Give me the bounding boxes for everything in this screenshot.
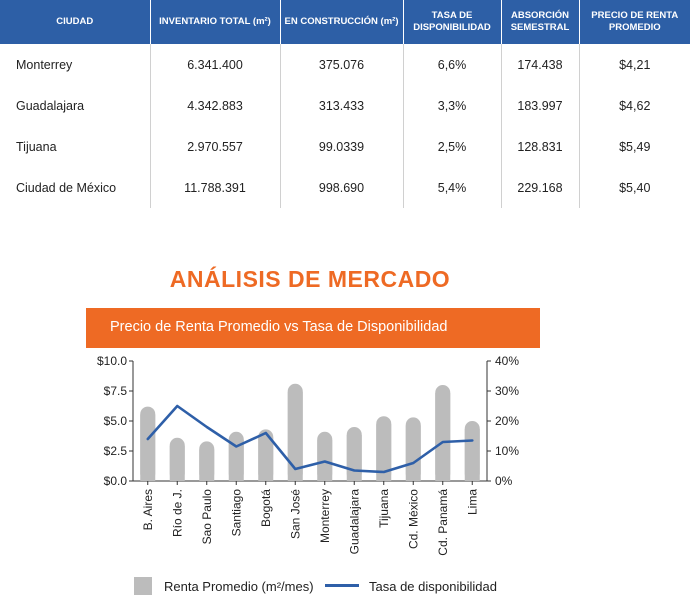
bar-base xyxy=(405,425,421,481)
cell-rate: 6,6% xyxy=(403,44,502,85)
cell-price: $4,21 xyxy=(619,57,651,72)
legend-line-label: Tasa de disponibilidad xyxy=(369,579,497,594)
market-table: CIUDAD INVENTARIO TOTAL (m²) EN CONSTRUC… xyxy=(0,0,690,208)
header-construccion: EN CONSTRUCCIÓN (m²) xyxy=(280,0,404,44)
bar-base xyxy=(435,393,451,481)
cell-rate: 5,4% xyxy=(403,167,502,208)
bar-base xyxy=(376,424,392,481)
bar-base xyxy=(258,437,274,481)
cell-city: Monterrey xyxy=(0,44,151,85)
right-tick-label: 40% xyxy=(495,354,519,368)
right-tick-label: 20% xyxy=(495,414,519,428)
bar-base xyxy=(346,435,362,481)
right-tick-label: 30% xyxy=(495,384,519,398)
right-tick-label: 0% xyxy=(495,474,513,488)
left-tick-label: $2.5 xyxy=(104,444,128,458)
cell-absorption: 174.438 xyxy=(501,44,580,85)
legend-line-swatch xyxy=(325,584,359,587)
table-row: Monterrey 6.341.400 375.076 6,6% 174.438… xyxy=(0,44,690,85)
header-absorcion: ABSORCIÓN SEMESTRAL xyxy=(501,0,580,44)
cell-city: Guadalajara xyxy=(0,85,151,126)
cell-construction: 313.433 xyxy=(280,85,404,126)
cell-construction: 998.690 xyxy=(280,167,404,208)
section-title: ANÁLISIS DE MERCADO xyxy=(169,266,451,292)
cell-price: $4,62 xyxy=(619,98,651,113)
x-tick-label: Cd. Panamá xyxy=(436,489,450,556)
table-row: Tijuana 2.970.557 99.0339 2,5% 128.831 $… xyxy=(0,126,690,167)
x-tick-label: Santiago xyxy=(229,489,243,537)
table-row: Ciudad de México 11.788.391 998.690 5,4%… xyxy=(0,167,690,208)
left-tick-label: $5.0 xyxy=(104,414,128,428)
cell-absorption: 128.831 xyxy=(501,126,580,167)
header-ciudad: CIUDAD xyxy=(0,0,151,44)
x-tick-label: Cd. México xyxy=(406,489,420,549)
table-header-row: CIUDAD INVENTARIO TOTAL (m²) EN CONSTRUC… xyxy=(0,0,690,44)
table-row: Guadalajara 4.342.883 313.433 3,3% 183.9… xyxy=(0,85,690,126)
chart-title: Precio de Renta Promedio vs Tasa de Disp… xyxy=(110,319,448,335)
chart-title-banner: Precio de Renta Promedio vs Tasa de Disp… xyxy=(86,308,540,348)
x-tick-label: Lima xyxy=(465,489,479,515)
x-tick-label: Monterrey xyxy=(318,489,332,543)
bar-base xyxy=(199,449,215,481)
cell-inventory: 6.341.400 xyxy=(150,44,281,85)
bar-base xyxy=(169,445,185,481)
rent-vs-vacancy-chart: $0.0 $2.5 $5.0 $7.5 $10.0 0% 10% 20% 30% 40% B. Ai… xyxy=(97,354,519,556)
cell-price: $5,40 xyxy=(619,180,651,195)
left-tick-label: $10.0 xyxy=(97,354,127,368)
legend-bar-swatch xyxy=(134,577,152,595)
bar-base xyxy=(464,429,480,481)
cell-inventory: 11.788.391 xyxy=(150,167,281,208)
cell-inventory: 2.970.557 xyxy=(150,126,281,167)
x-tick-label: Sao Paulo xyxy=(200,489,214,545)
cell-absorption: 229.168 xyxy=(501,167,580,208)
x-tick-label: B. Aires xyxy=(141,489,155,530)
cell-construction: 99.0339 xyxy=(280,126,404,167)
cell-price: $5,49 xyxy=(619,139,651,154)
cell-rate: 2,5% xyxy=(403,126,502,167)
cell-inventory: 4.342.883 xyxy=(150,85,281,126)
vacancy-rate-line xyxy=(146,404,474,474)
header-tasa: TASA DE DISPONIBILIDAD xyxy=(403,0,502,44)
cell-city: Ciudad de México xyxy=(0,167,151,208)
right-tick-label: 10% xyxy=(495,444,519,458)
left-tick-label: $7.5 xyxy=(104,384,128,398)
header-precio: PRECIO DE RENTA PROMEDIO xyxy=(579,0,690,44)
cell-absorption: 183.997 xyxy=(501,85,580,126)
cell-construction: 375.076 xyxy=(280,44,404,85)
x-tick-label: Bogotá xyxy=(259,489,273,527)
left-tick-label: $0.0 xyxy=(104,474,128,488)
bar-base xyxy=(287,391,303,481)
bar-base xyxy=(140,414,156,481)
legend-bar-label: Renta Promedio (m²/mes) xyxy=(164,579,314,594)
chart-legend: Renta Promedio (m²/mes) Tasa de disponib… xyxy=(0,574,690,600)
x-tick-label: Tijuana xyxy=(377,489,391,528)
x-tick-label: Río de J. xyxy=(170,489,184,537)
bar-base xyxy=(228,439,244,481)
x-tick-label: San José xyxy=(288,489,302,539)
header-inventario: INVENTARIO TOTAL (m²) xyxy=(150,0,281,44)
x-tick-label: Guadalajara xyxy=(347,489,361,555)
cell-city: Tijuana xyxy=(0,126,151,167)
cell-rate: 3,3% xyxy=(403,85,502,126)
